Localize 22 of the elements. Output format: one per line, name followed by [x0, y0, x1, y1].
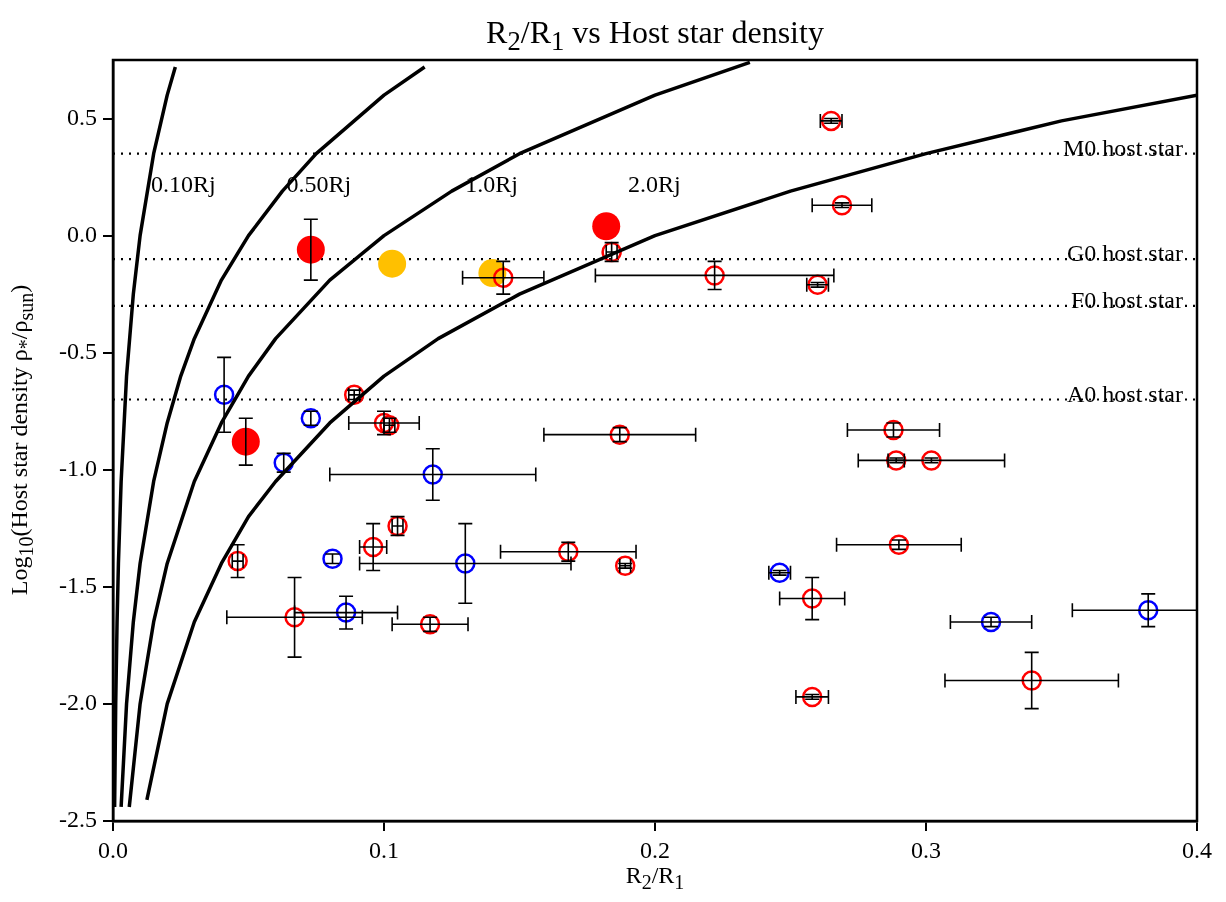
x-tick-label: 0.2	[640, 836, 670, 863]
ref-line-label: F0 host star	[1070, 286, 1183, 313]
y-tick-label: 0.0	[67, 220, 97, 247]
ref-line-label: A0 host star	[1067, 380, 1183, 407]
chart-title: R$_{2}$/R$_{1}$ vs Host star density	[485, 14, 825, 58]
y-tick-label: 0.5	[67, 103, 97, 130]
x-tick-label: 0.3	[911, 836, 941, 863]
x-tick-label: 0.4	[1182, 836, 1212, 863]
annotation: 0.50Rj	[286, 170, 352, 197]
x-axis-title: R$_{2}$/R$_{1}$	[624, 862, 686, 894]
x-tick-label: 0.0	[98, 836, 128, 863]
ref-line-label: M0 host star	[1063, 134, 1184, 161]
x-tick-label: 0.1	[369, 836, 399, 863]
annotation: 0.10Rj	[150, 170, 216, 197]
y-tick-label: -0.5	[59, 337, 97, 364]
ref-line-label: G0 host star	[1067, 240, 1183, 267]
y-tick-label: -2.0	[59, 689, 97, 716]
y-tick-label: -1.0	[59, 455, 97, 482]
y-tick-label: -1.5	[59, 572, 97, 599]
y-tick-label: -2.5	[59, 806, 97, 833]
annotation: 1.0Rj	[465, 170, 518, 197]
annotation: 2.0Rj	[627, 170, 681, 197]
